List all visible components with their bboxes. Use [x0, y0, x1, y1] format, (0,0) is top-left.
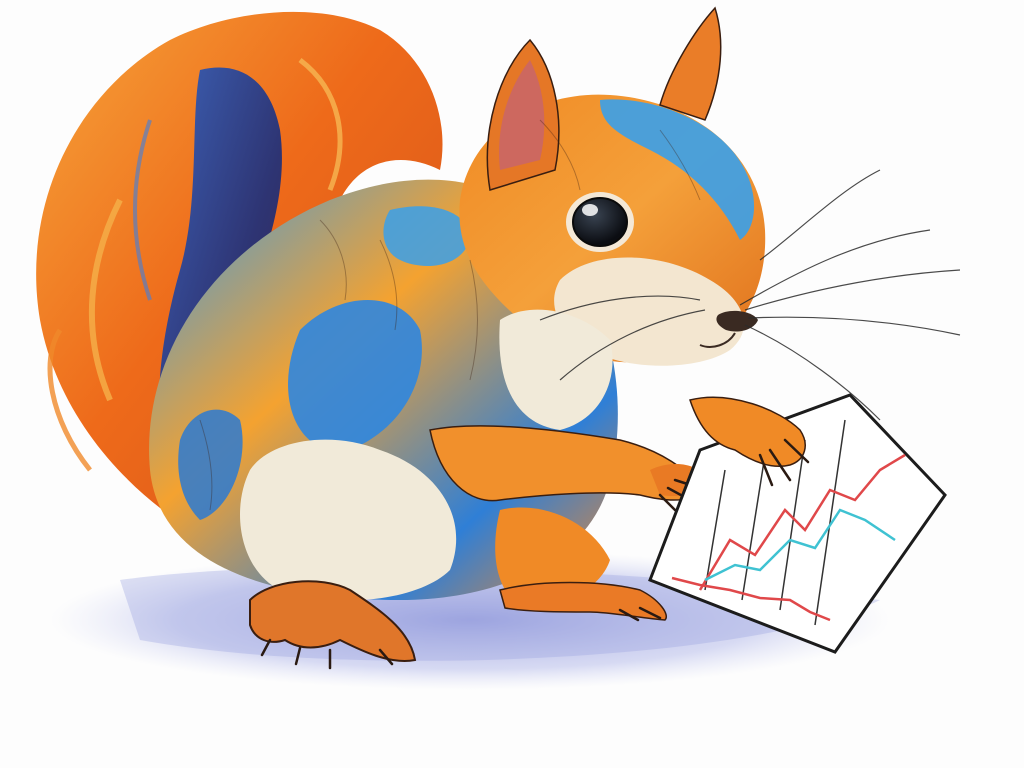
chart-series-red-lower — [671, 576, 831, 622]
chart-grid-line — [741, 454, 766, 601]
chart-grid-line — [704, 469, 726, 591]
ears — [486, 6, 722, 191]
fur-strokes — [199, 119, 701, 511]
chart-grid-line — [814, 419, 846, 626]
chest — [495, 507, 610, 606]
eye — [566, 192, 634, 252]
front-paw-upper — [689, 396, 810, 487]
hind-foot — [249, 580, 417, 670]
chart-series-red-upper — [698, 453, 906, 591]
front-foot-lower — [499, 581, 667, 622]
chart-series-cyan — [704, 508, 896, 582]
chart-grid-line — [779, 439, 806, 611]
chart-card — [648, 393, 947, 654]
whiskers — [539, 169, 961, 421]
